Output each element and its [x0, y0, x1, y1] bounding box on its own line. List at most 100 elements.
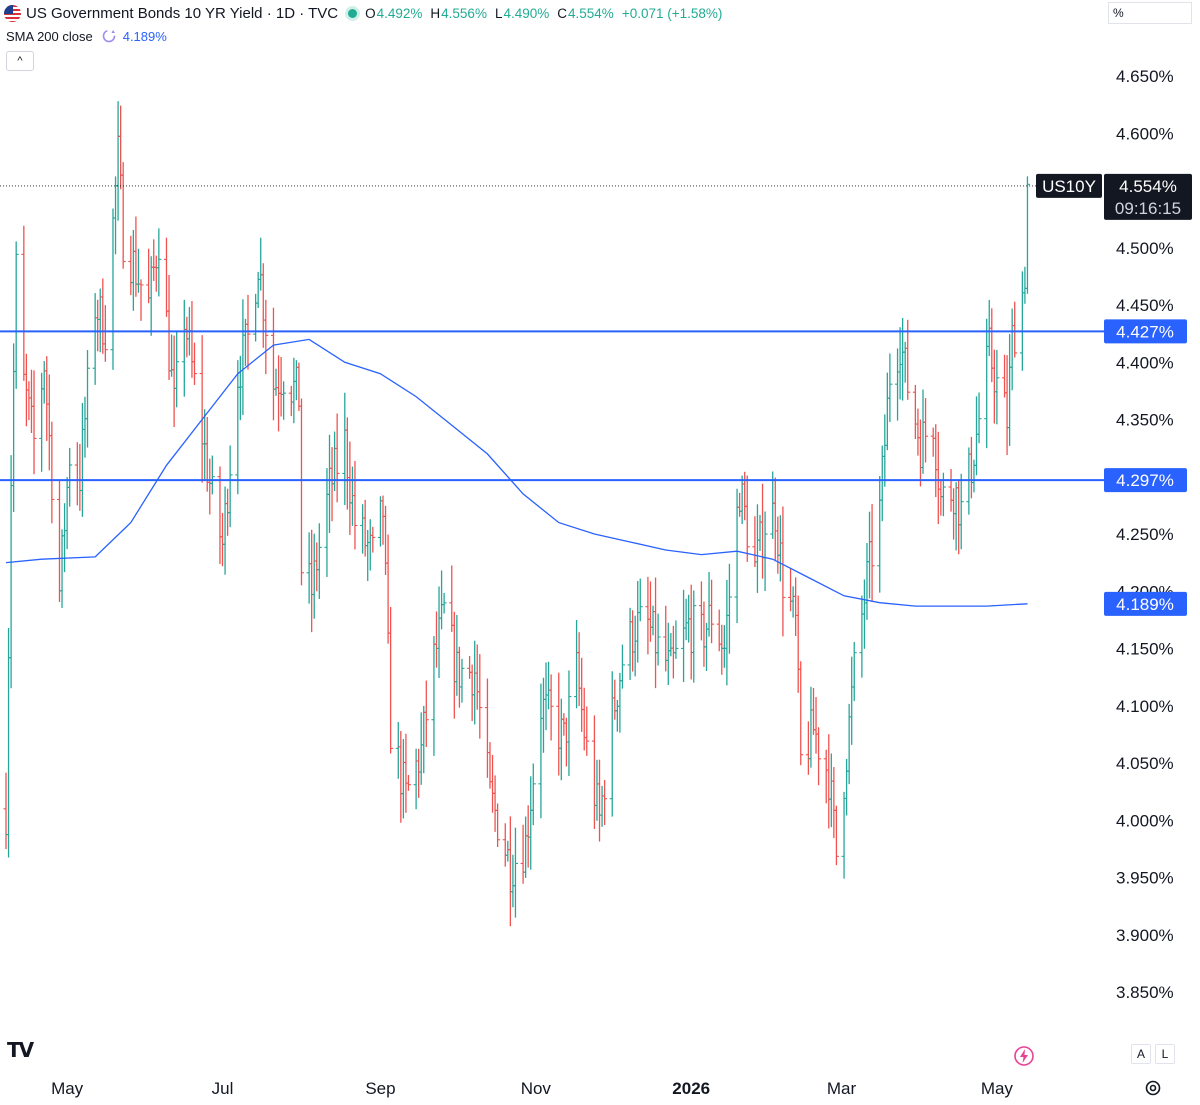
ohlc-bar	[153, 255, 159, 292]
ohlc-bar	[388, 606, 394, 754]
ohlc-bar	[380, 495, 386, 545]
x-tick-label: Nov	[521, 1079, 552, 1098]
ohlc-bar	[56, 480, 62, 603]
ohlc-bar	[989, 308, 995, 383]
ohlc-bar	[584, 706, 590, 756]
y-tick-label: 3.900%	[1116, 926, 1174, 945]
ohlc-bar	[546, 661, 552, 710]
ohlc-bar	[716, 609, 722, 652]
ohlc-bar	[597, 759, 603, 842]
ohlc-bar	[691, 590, 697, 683]
ohlc-bar	[971, 459, 977, 493]
chart-header: US Government Bonds 10 YR Yield · 1D · T…	[4, 2, 722, 24]
ohlc-bar	[637, 578, 643, 622]
ohlc-bar	[477, 654, 483, 739]
ohlc-bar	[405, 775, 411, 791]
ohlc-bar	[744, 475, 750, 562]
ohlc-bar	[436, 586, 442, 679]
ohlc-bar	[166, 274, 172, 380]
ohlc-bar	[788, 568, 794, 612]
y-tick-label: 4.500%	[1116, 239, 1174, 258]
ohlc-bar	[26, 381, 32, 421]
ohlc-bar	[576, 632, 582, 707]
ohlc-bar	[324, 468, 330, 577]
ohlc-bar	[655, 613, 661, 666]
collapse-legend-button[interactable]: ^	[6, 51, 34, 71]
ohlc-low: L4.490%	[494, 5, 550, 21]
ohlc-bar	[467, 655, 473, 679]
ohlc-bar	[395, 722, 401, 779]
y-tick-label: 3.850%	[1116, 983, 1174, 1002]
ohlc-bar	[627, 607, 633, 680]
ohlc-bar	[698, 581, 704, 641]
svg-text:4.297%: 4.297%	[1116, 471, 1174, 490]
us-flag-icon	[4, 4, 21, 22]
ohlc-bar	[1009, 308, 1015, 391]
ohlc-bar	[288, 385, 294, 417]
market-status-icon[interactable]	[348, 8, 358, 18]
x-tick-label: Sep	[365, 1079, 395, 1098]
ohlc-bar	[665, 622, 671, 686]
ohlc-bar	[958, 473, 964, 550]
ohlc-bar	[281, 381, 287, 420]
ohlc-bar	[220, 512, 226, 567]
ohlc-bar	[915, 408, 921, 456]
ohlc-bar	[242, 318, 248, 366]
symbol-title[interactable]: US Government Bonds 10 YR Yield · 1D · T…	[26, 4, 339, 22]
ohlc-bar	[512, 827, 518, 918]
gear-icon[interactable]	[1144, 1079, 1162, 1097]
ohlc-bar	[100, 278, 106, 354]
ohlc-bar	[823, 749, 829, 804]
ohlc-bar	[474, 644, 480, 710]
y-tick-label: 4.100%	[1116, 697, 1174, 716]
ohlc-bar	[816, 727, 822, 786]
ohlc-bar	[383, 505, 389, 575]
ohlc-bar	[456, 646, 462, 708]
ohlc-bar	[701, 601, 707, 667]
ohlc-close: C4.554%	[557, 5, 614, 21]
ohlc-bar	[207, 458, 213, 515]
ohlc-bar	[833, 805, 839, 866]
ohlc-bar	[726, 563, 732, 654]
ohlc-bar	[135, 248, 141, 293]
ohlc-bar	[332, 431, 338, 492]
ohlc-bar	[775, 516, 781, 574]
ohlc-bar	[490, 754, 496, 813]
ohlc-bar	[953, 482, 959, 551]
ohlc-bar	[28, 369, 34, 433]
y-tick-label: 4.450%	[1116, 296, 1174, 315]
ohlc-bar	[757, 514, 763, 551]
percent-scale-button[interactable]: %	[1108, 2, 1192, 24]
ohlc-bar	[1002, 354, 1008, 398]
sma-value-badge: 4.189%	[1104, 591, 1187, 616]
ohlc-bar	[507, 816, 513, 927]
ohlc-bar	[742, 471, 748, 521]
y-tick-label: 3.950%	[1116, 869, 1174, 888]
auto-scale-button[interactable]: A	[1131, 1044, 1151, 1064]
ohlc-bar	[528, 776, 534, 870]
indicator-legend[interactable]: SMA 200 close 4.189%	[6, 26, 167, 46]
tradingview-logo[interactable]: TV	[7, 1038, 34, 1062]
indicator-label: SMA 200 close	[6, 28, 93, 44]
flash-icon[interactable]	[1013, 1045, 1035, 1067]
ohlc-bar	[887, 353, 893, 422]
sma-200-line[interactable]	[5, 338, 1028, 607]
ohlc-bar	[46, 374, 52, 471]
price-value: 4.554%	[1119, 177, 1177, 196]
ohlc-bar	[377, 496, 383, 547]
ohlc-high: H4.556%	[430, 5, 487, 21]
y-tick-label: 4.150%	[1116, 640, 1174, 659]
ohlc-bar	[923, 398, 929, 463]
y-tick-label: 4.400%	[1116, 353, 1174, 372]
ohlc-bar	[777, 515, 783, 582]
ohlc-bar	[841, 791, 847, 879]
ohlc-bar	[360, 504, 366, 554]
log-scale-button[interactable]: L	[1155, 1044, 1175, 1064]
ohlc-bar	[798, 661, 804, 766]
ohlc-bar	[39, 372, 45, 472]
ohlc-bar	[202, 409, 208, 481]
ohlc-bar	[77, 443, 83, 511]
ohlc-bar	[385, 534, 391, 644]
ohlc-bar	[296, 362, 302, 411]
